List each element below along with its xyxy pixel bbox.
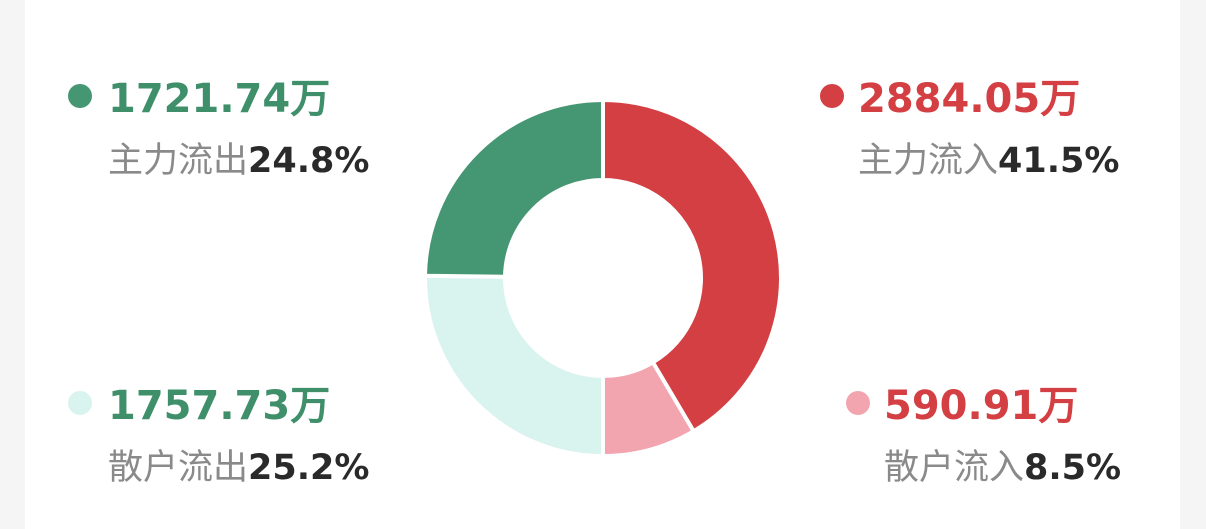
- legend-dot: [68, 391, 92, 415]
- amount-label: 590.91万: [884, 383, 1078, 429]
- category-label: 散户流入8.5%: [884, 448, 1121, 488]
- donut-segment: [423, 273, 605, 459]
- category-name: 主力流出: [108, 141, 248, 181]
- category-label: 主力流入41.5%: [858, 141, 1119, 181]
- percent-label: 41.5%: [998, 141, 1119, 181]
- percent-label: 24.8%: [248, 141, 369, 181]
- percent-label: 8.5%: [1024, 448, 1121, 488]
- category-name: 主力流入: [858, 141, 998, 181]
- amount-label: 1757.73万: [108, 383, 330, 429]
- donut-segment: [422, 97, 605, 279]
- amount-label: 2884.05万: [858, 76, 1080, 122]
- legend-dot: [846, 391, 870, 415]
- legend-dot: [68, 84, 92, 108]
- percent-label: 25.2%: [248, 448, 369, 488]
- legend-dot: [820, 84, 844, 108]
- donut-segment: [601, 97, 783, 434]
- category-label: 散户流出25.2%: [108, 448, 369, 488]
- category-name: 散户流入: [884, 448, 1024, 488]
- amount-label: 1721.74万: [108, 76, 330, 122]
- category-name: 散户流出: [108, 448, 248, 488]
- category-label: 主力流出24.8%: [108, 141, 369, 181]
